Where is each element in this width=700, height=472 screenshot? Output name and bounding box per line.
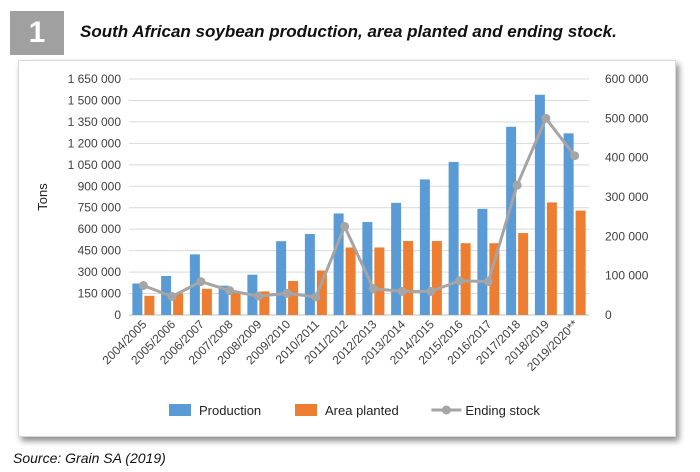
ending-stock-point (196, 277, 206, 287)
bar-area-planted (144, 295, 155, 315)
y-axis-title: Tons (35, 183, 50, 211)
bar-area-planted (575, 210, 586, 315)
bar-area-planted (403, 241, 414, 315)
ending-stock-point (541, 113, 551, 123)
y-tick-label: 300 000 (78, 265, 122, 279)
ending-stock-point (483, 277, 493, 287)
bar-area-planted (316, 270, 327, 315)
bar-area-planted (518, 233, 529, 315)
y2-tick-label: 200 000 (605, 229, 649, 243)
ending-stock-point (167, 292, 177, 302)
y2-tick-label: 300 000 (605, 190, 649, 204)
bar-area-planted (546, 202, 557, 315)
ending-stock-point (512, 180, 522, 190)
ending-stock-point (455, 276, 465, 286)
legend-label: Production (199, 403, 261, 418)
bar-area-planted (431, 241, 442, 315)
y2-tick-label: 0 (605, 308, 612, 322)
y-tick-label: 1 500 000 (68, 93, 122, 107)
legend: Production Area planted Ending stock (169, 403, 540, 418)
ending-stock-point (138, 281, 148, 290)
bar-production (362, 222, 373, 315)
bar-area-planted (259, 291, 270, 315)
y-tick-label: 1 050 000 (68, 158, 122, 172)
bar-production (391, 202, 402, 315)
y-tick-label: 1 350 000 (68, 115, 122, 129)
bar-area-planted (230, 291, 241, 315)
figure-title: South African soybean production, area p… (80, 22, 617, 41)
y-tick-label: 750 000 (78, 201, 122, 215)
ending-stock-point (426, 286, 436, 296)
ending-stock-point (368, 284, 378, 294)
bar-area-planted (345, 247, 356, 315)
legend-label: Area planted (325, 403, 399, 418)
ending-stock-series-line (142, 116, 576, 299)
bar-production (304, 234, 315, 315)
bar-area-planted (201, 288, 212, 315)
bar-production (477, 208, 488, 315)
y2-tick-label: 600 000 (605, 72, 649, 86)
bar-production (276, 241, 287, 315)
bar-production (218, 285, 229, 315)
y2-tick-label: 400 000 (605, 151, 649, 165)
legend-label: Ending stock (465, 403, 540, 418)
ending-stock-point (253, 291, 263, 301)
bar-production (534, 94, 545, 315)
y2-tick-label: 500 000 (605, 111, 649, 125)
ending-stock-point (570, 151, 580, 161)
y-tick-label: 1 650 000 (68, 72, 122, 86)
bar-production (448, 161, 459, 315)
bar-area-planted (288, 280, 299, 315)
y-tick-label: 0 (114, 308, 121, 322)
y-tick-label: 1 200 000 (68, 136, 122, 150)
ending-stock-line (138, 113, 580, 302)
ending-stock-point (282, 288, 292, 298)
bar-area-planted (173, 293, 184, 315)
figure-number: 1 (28, 16, 46, 49)
y-tick-label: 150 000 (78, 287, 122, 301)
y-tick-label: 600 000 (78, 222, 122, 236)
bar-area-planted (489, 243, 500, 315)
bar-production (333, 213, 344, 315)
ending-stock-point (340, 222, 350, 231)
bar-production (419, 179, 430, 315)
bar-area-planted (460, 243, 471, 315)
legend-swatch-marker (441, 405, 451, 415)
figure-number-badge: 1 (10, 11, 64, 55)
ending-stock-point (225, 286, 235, 296)
y2-tick-label: 100 000 (605, 269, 649, 283)
y-tick-label: 900 000 (78, 179, 122, 193)
bar-area-planted (374, 247, 385, 315)
bar-production (563, 133, 574, 315)
bar-production (132, 283, 143, 315)
legend-swatch (295, 404, 317, 416)
ending-stock-point (311, 292, 321, 302)
bar-production (506, 126, 517, 315)
source-caption: Source: Grain SA (2019) (13, 450, 166, 466)
y-tick-label: 450 000 (78, 244, 122, 258)
legend-swatch (169, 404, 191, 416)
chart-svg: 0 150 000 300 000 450 000 600 000 750 000 900 … (35, 72, 649, 418)
ending-stock-point (397, 286, 407, 296)
chart-panel: 0 150 000 300 000 450 000 600 000 750 000 900 … (18, 60, 676, 437)
